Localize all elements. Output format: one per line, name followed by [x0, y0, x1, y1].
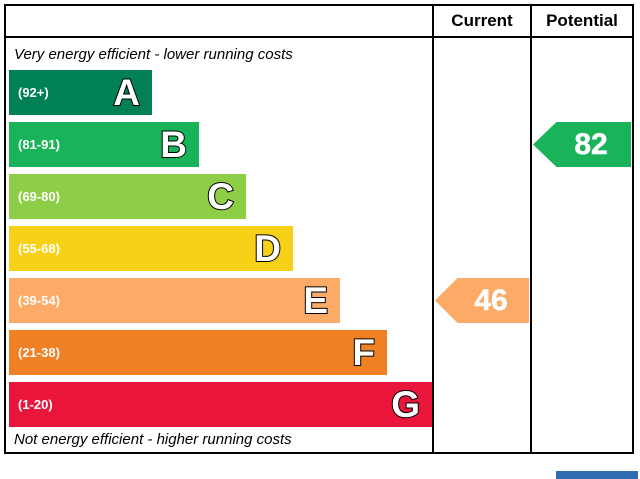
band-row: (55-68) D [6, 226, 432, 271]
band-letter: D [253, 227, 282, 270]
band-bar-e: (39-54) E [9, 278, 340, 323]
band-list: (92+) A (81-91) B (69-80) C [6, 70, 432, 427]
potential-column-header: Potential [530, 6, 632, 36]
band-row: (81-91) B [6, 122, 432, 167]
band-bar-a: (92+) A [9, 70, 152, 115]
potential-rating-value: 82 [574, 127, 608, 161]
current-column: 46 [432, 38, 530, 452]
bands-area: Very energy efficient - lower running co… [6, 38, 432, 452]
energy-rating-chart: Current Potential Very energy efficient … [4, 4, 634, 454]
band-range-label: (92+) [18, 85, 49, 100]
current-rating-arrow: 46 [435, 278, 529, 323]
band-letter: F [351, 331, 376, 374]
band-row: (69-80) C [6, 174, 432, 219]
top-caption: Very energy efficient - lower running co… [14, 45, 293, 63]
band-range-label: (55-68) [18, 241, 60, 256]
bottom-caption: Not energy efficient - higher running co… [14, 431, 292, 448]
band-row: (39-54) E [6, 278, 432, 323]
header-spacer [6, 6, 432, 36]
band-letter: G [390, 383, 421, 426]
eu-directive-box-partial [556, 471, 638, 479]
potential-rating-arrow: 82 [533, 122, 631, 167]
current-column-header: Current [432, 6, 530, 36]
band-bar-f: (21-38) F [9, 330, 387, 375]
band-row: (21-38) F [6, 330, 432, 375]
band-letter: B [159, 123, 188, 166]
band-bar-g: (1-20) G [9, 382, 432, 427]
band-row: (1-20) G [6, 382, 432, 427]
band-bar-d: (55-68) D [9, 226, 293, 271]
band-letter: C [206, 175, 235, 218]
band-bar-b: (81-91) B [9, 122, 199, 167]
band-letter: E [302, 279, 329, 322]
chart-header: Current Potential [6, 6, 632, 38]
band-range-label: (39-54) [18, 293, 60, 308]
band-bar-c: (69-80) C [9, 174, 246, 219]
band-row: (92+) A [6, 70, 432, 115]
band-range-label: (1-20) [18, 397, 53, 412]
band-range-label: (81-91) [18, 137, 60, 152]
band-letter: A [112, 71, 141, 114]
chart-body: Very energy efficient - lower running co… [6, 38, 632, 452]
potential-column: 82 [530, 38, 632, 452]
band-range-label: (21-38) [18, 345, 60, 360]
current-rating-value: 46 [474, 283, 508, 317]
band-range-label: (69-80) [18, 189, 60, 204]
